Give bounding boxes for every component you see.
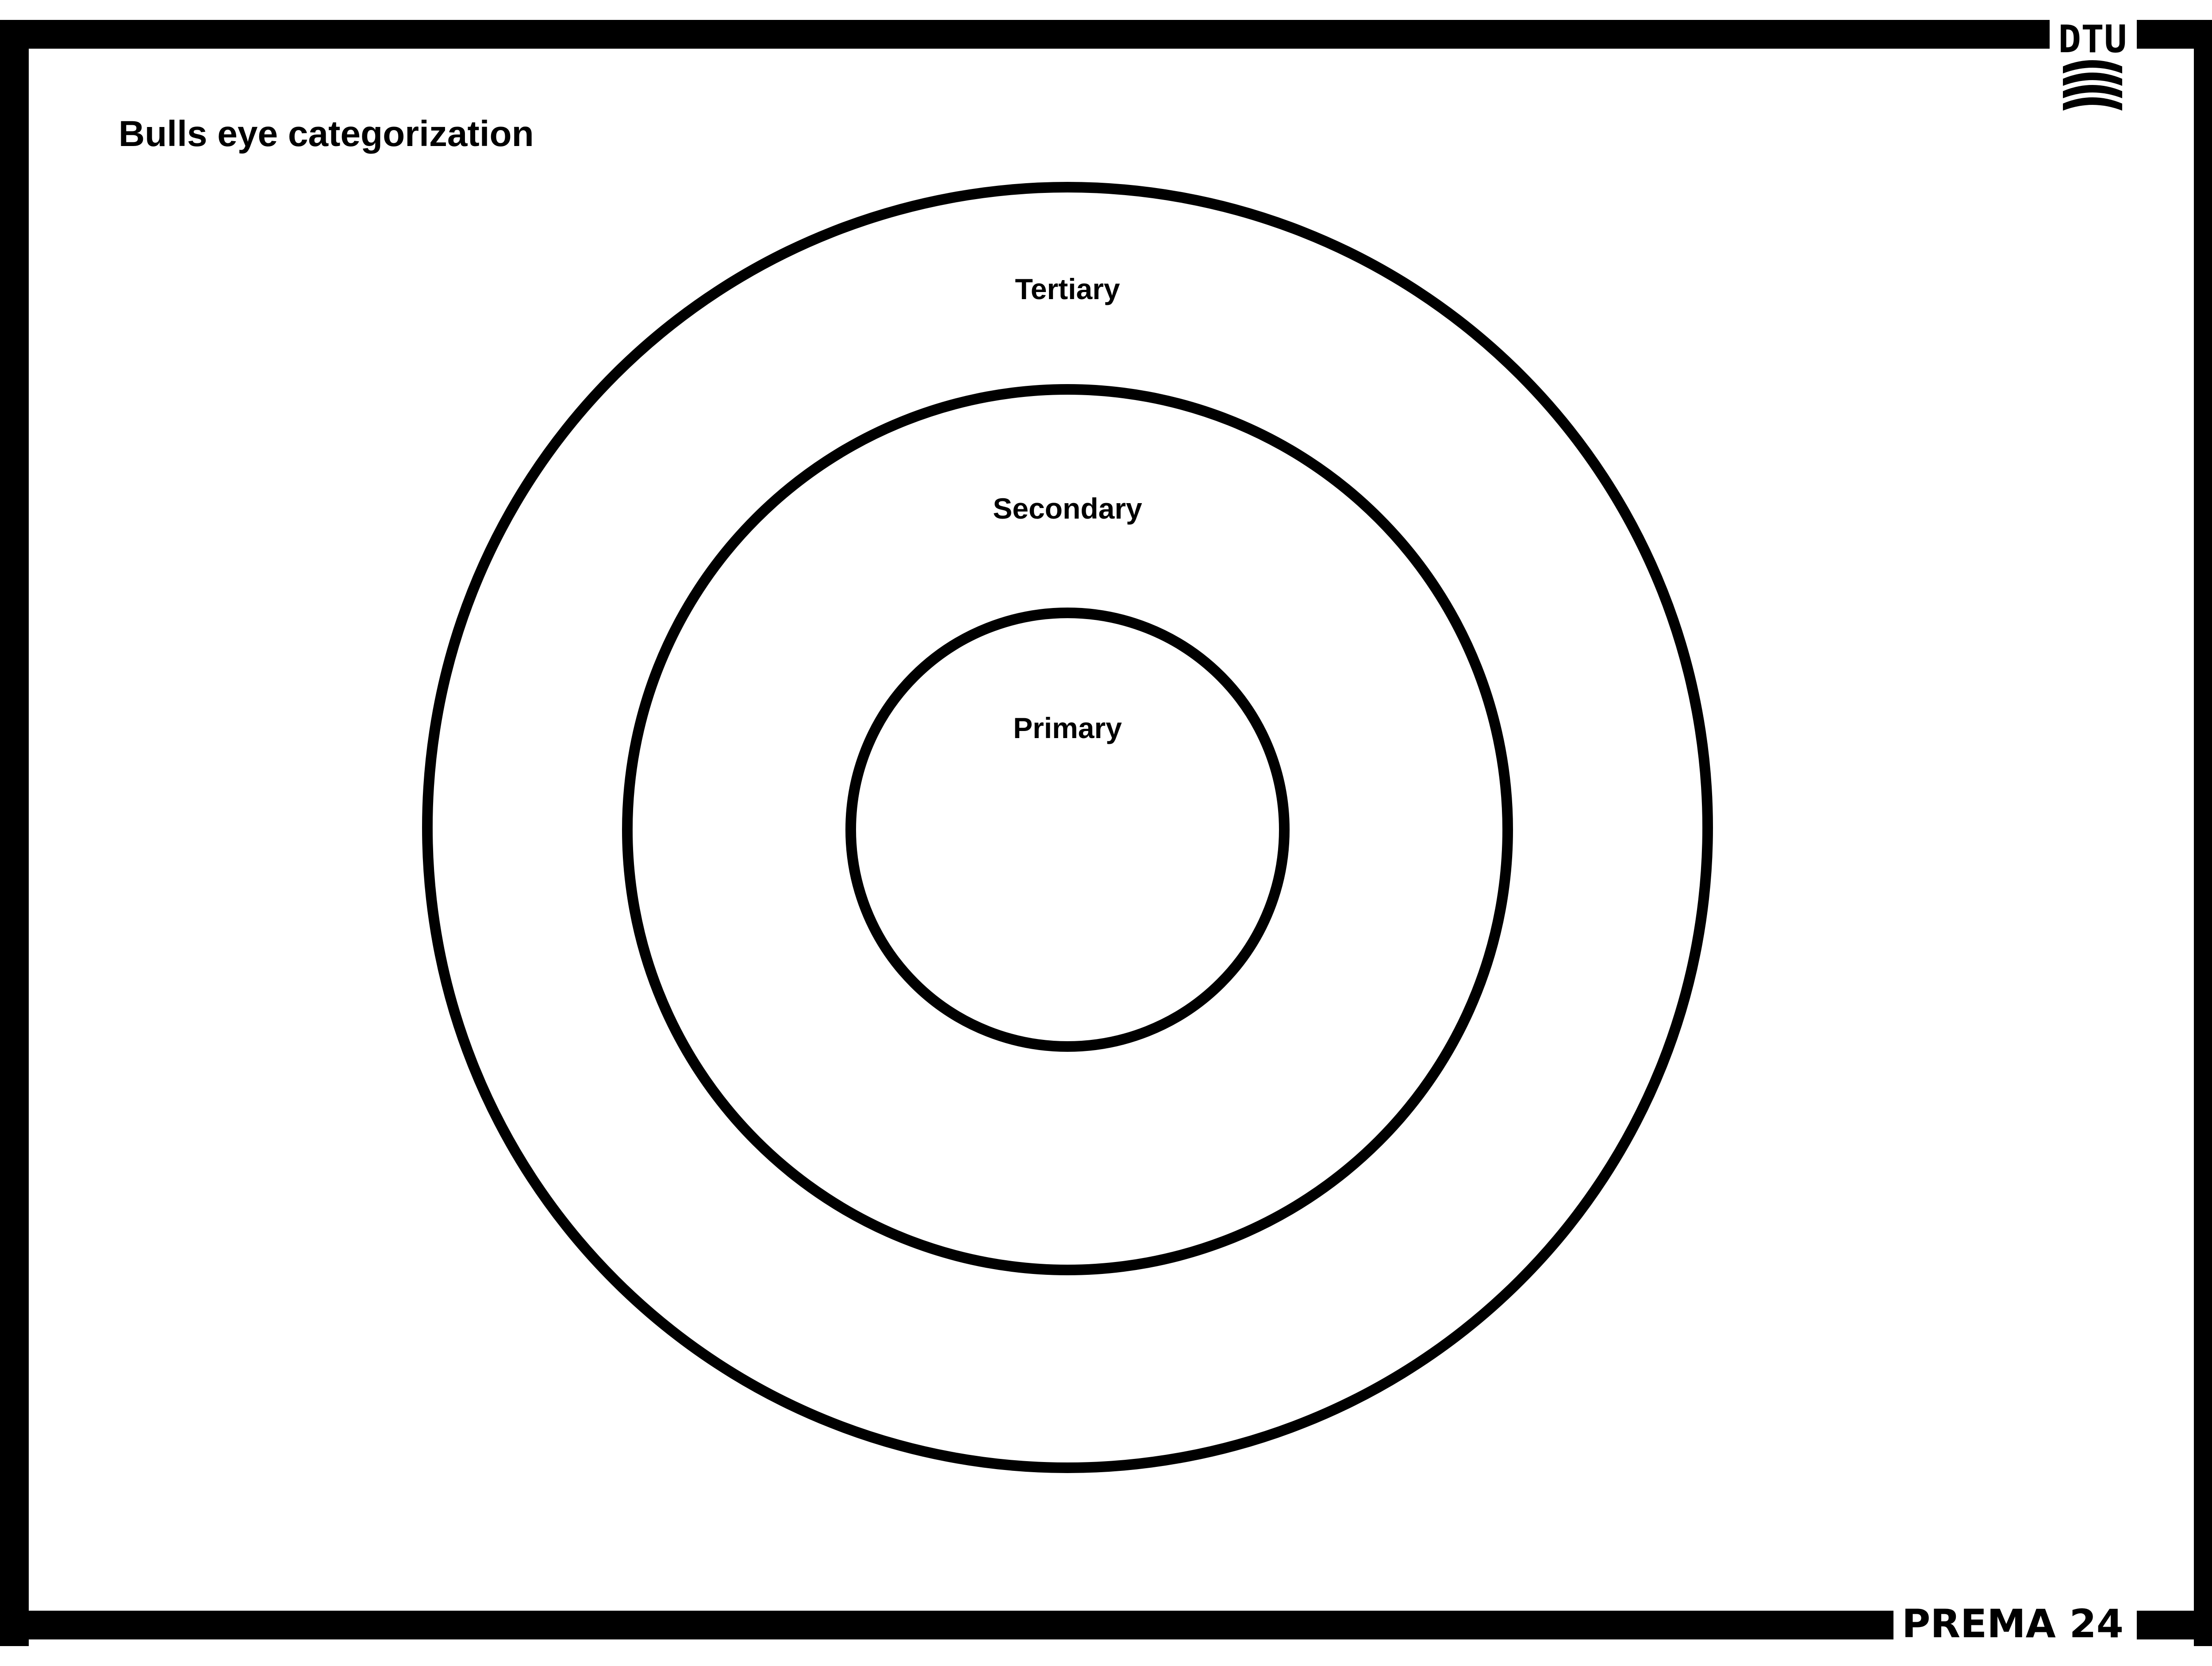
frame-bottom-right [2137, 1611, 2212, 1639]
ring-label-secondary: Secondary [993, 492, 1142, 525]
ring-label-primary: Primary [1013, 712, 1122, 744]
bulls-eye-diagram [422, 182, 1713, 1473]
dtu-logo: DTU [2058, 17, 2127, 111]
frame-right [2194, 20, 2212, 1646]
slide-frame [0, 20, 2212, 1646]
footer-brand: PREMA 24 [1902, 1601, 2124, 1647]
dtu-logo-text: DTU [2058, 17, 2127, 62]
ring-secondary [622, 384, 1513, 1275]
frame-left [0, 20, 29, 1646]
ring-label-tertiary: Tertiary [1015, 273, 1120, 305]
ring-tertiary [422, 182, 1713, 1473]
page-title: Bulls eye categorization [119, 114, 534, 154]
ring-primary [845, 608, 1290, 1052]
frame-bottom-left [0, 1611, 1893, 1639]
dtu-wave-logo-icon [2063, 60, 2122, 111]
frame-top-left [0, 20, 2050, 49]
